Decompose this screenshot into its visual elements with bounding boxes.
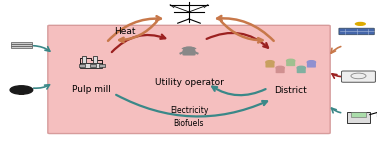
Bar [11, 46, 32, 48]
Text: Heat: Heat [114, 27, 136, 36]
Circle shape [10, 86, 33, 94]
FancyBboxPatch shape [265, 63, 274, 68]
Text: Electricity: Electricity [170, 106, 208, 115]
FancyBboxPatch shape [339, 28, 374, 35]
FancyBboxPatch shape [276, 68, 285, 73]
Text: Pulp mill: Pulp mill [72, 85, 110, 94]
Bar [93, 56, 98, 63]
Circle shape [184, 47, 194, 51]
Bar [19, 91, 24, 95]
Bar [90, 64, 96, 67]
Bar [351, 112, 366, 117]
Text: Biofuels: Biofuels [174, 119, 204, 128]
Bar [80, 63, 102, 68]
Text: District: District [274, 86, 307, 95]
FancyBboxPatch shape [183, 50, 195, 56]
Bar [347, 112, 370, 123]
Circle shape [297, 66, 305, 69]
FancyBboxPatch shape [307, 63, 316, 68]
Bar [82, 56, 86, 63]
Bar [11, 44, 32, 46]
Circle shape [266, 61, 274, 64]
FancyBboxPatch shape [48, 25, 330, 134]
FancyBboxPatch shape [342, 71, 375, 82]
FancyBboxPatch shape [286, 61, 295, 66]
Bar [99, 64, 105, 67]
FancyBboxPatch shape [297, 68, 306, 73]
Circle shape [276, 66, 284, 69]
Circle shape [287, 59, 295, 62]
Bar [79, 64, 85, 67]
Circle shape [307, 61, 316, 64]
Bar [11, 42, 32, 44]
Text: Utility operator: Utility operator [155, 78, 223, 87]
Circle shape [355, 22, 366, 26]
